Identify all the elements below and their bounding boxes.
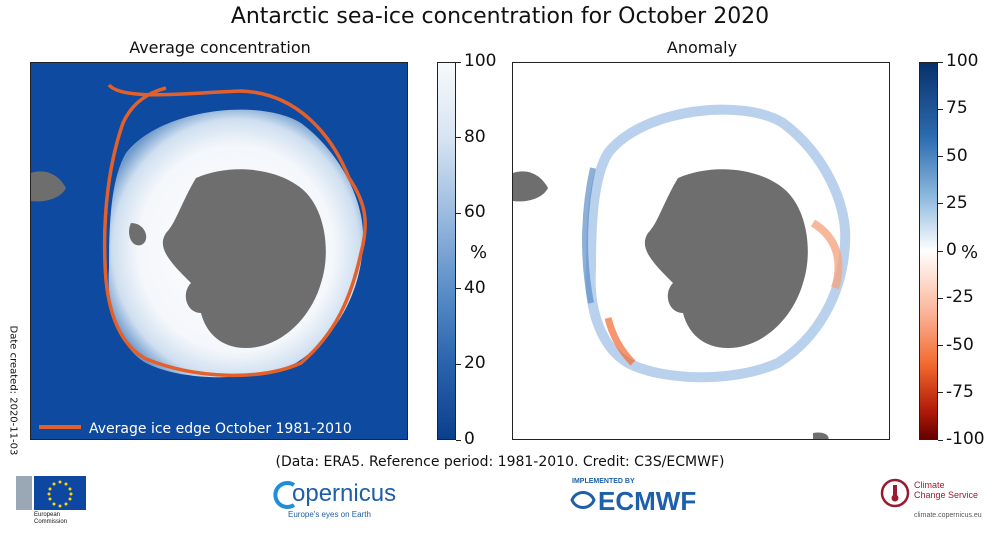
figure-title: Antarctic sea-ice concentration for Octo…	[230, 4, 770, 29]
c3s-label-line1: Climate	[914, 480, 945, 490]
concentration-tick-label: 0	[464, 429, 475, 449]
concentration-unit: %	[470, 242, 488, 263]
antarctica-land	[162, 169, 326, 348]
data-credits: (Data: ERA5. Reference period: 1981-2010…	[275, 454, 725, 470]
anomaly-tick-mark	[938, 297, 943, 299]
c3s-url: climate.copernicus.eu	[914, 512, 982, 519]
average-ice-edge-line	[102, 83, 367, 378]
concentration-tick-label: 60	[464, 202, 486, 223]
positive-anomaly-ring	[585, 104, 851, 383]
concentration-tick-mark	[456, 137, 461, 139]
copernicus-tagline: Europe's eyes on Earth	[288, 510, 371, 519]
anomaly-tick-mark	[938, 156, 943, 157]
copernicus-logo: opernicus Europe's eyes on Earth	[272, 478, 396, 528]
positive-anomaly-west	[582, 167, 596, 304]
c3s-thermometer-icon	[880, 478, 910, 508]
anomaly-colorbar-fill	[920, 63, 937, 439]
concentration-tick-mark	[456, 439, 461, 441]
anomaly-colorbar	[919, 62, 938, 440]
copernicus-wordmark: opernicus	[292, 480, 397, 507]
anomaly-unit: %	[961, 242, 979, 263]
anomaly-colorbar-svg	[920, 63, 937, 439]
concentration-tick-label: 100	[464, 51, 497, 71]
concentration-tick-label: 40	[464, 277, 486, 298]
ecmwf-logo: IMPLEMENTED BY ECMWF	[570, 478, 720, 528]
copernicus-c-icon	[273, 481, 296, 509]
eu-label: European Commission	[34, 512, 67, 526]
concentration-colorbar-ticks: 100 80 60 40 20 0	[456, 53, 496, 448]
eu-flag-icon	[16, 476, 86, 510]
concentration-tick-label: 80	[464, 126, 486, 147]
negative-anomaly-east	[810, 219, 843, 290]
south-america-tip	[129, 223, 147, 246]
right-panel-subtitle: Anomaly	[666, 38, 738, 57]
anomaly-tick-label: 25	[946, 192, 968, 213]
concentration-colorbar-fill	[438, 63, 455, 439]
south-america-land	[31, 171, 66, 202]
eu-label-line2: Commission	[34, 519, 68, 525]
ecmwf-wordmark: ECMWF	[598, 486, 697, 516]
anomaly-tick-label: 100	[946, 51, 979, 71]
ecmwf-implemented-label: IMPLEMENTED BY	[572, 478, 635, 485]
concentration-tick-mark	[456, 212, 461, 214]
anomaly-tick-mark	[938, 392, 943, 394]
concentration-colorbar	[437, 62, 456, 440]
anomaly-map	[512, 62, 890, 440]
anomaly-tick-label: 75	[946, 98, 968, 119]
eu-label-line1: European	[34, 512, 61, 518]
anomaly-tick-label: -25	[946, 287, 974, 308]
anomaly-tick-label: 0	[946, 240, 957, 260]
south-america-land-anomaly	[513, 171, 548, 202]
anomaly-colorbar-ticks: 100 75 50 25 0 -25 -50 -75 -100	[938, 53, 988, 448]
c3s-logo: Climate Change Service climate.copernicu…	[880, 478, 995, 528]
anomaly-tick-label: -75	[946, 381, 974, 402]
average-concentration-map: Average ice edge October 1981-2010	[30, 62, 408, 440]
legend-ice-edge-label: Average ice edge October 1981-2010	[89, 421, 352, 437]
anomaly-tick-mark	[938, 61, 943, 63]
anomaly-svg	[513, 63, 889, 439]
anomaly-tick-label: -100	[946, 429, 985, 449]
concentration-colorbar-svg	[438, 63, 455, 439]
concentration-tick-mark	[456, 288, 461, 290]
anomaly-tick-label: -50	[946, 334, 974, 355]
left-panel-subtitle: Average concentration	[129, 38, 311, 57]
average-concentration-svg: Average ice edge October 1981-2010	[31, 63, 407, 439]
antarctica-land-anomaly	[644, 169, 808, 348]
date-created-label: Date created: 2020-11-03	[7, 325, 19, 456]
c3s-label-line2: Change Service	[914, 490, 979, 500]
european-commission-logo: European Commission	[16, 474, 136, 528]
ecmwf-swirl-icon	[570, 491, 596, 509]
anomaly-tick-label: 50	[946, 145, 968, 166]
anomaly-tick-mark	[938, 108, 943, 110]
negative-anomaly-southwest	[604, 317, 636, 366]
c3s-label: Climate Change Service	[914, 480, 978, 500]
concentration-tick-mark	[456, 61, 461, 63]
concentration-tick-mark	[456, 363, 461, 365]
anomaly-tick-mark	[938, 345, 943, 346]
anomaly-tick-mark	[938, 203, 943, 205]
new-zealand-land	[813, 432, 829, 439]
concentration-tick-label: 20	[464, 353, 486, 374]
anomaly-tick-mark	[938, 250, 943, 252]
anomaly-tick-mark	[938, 439, 943, 441]
